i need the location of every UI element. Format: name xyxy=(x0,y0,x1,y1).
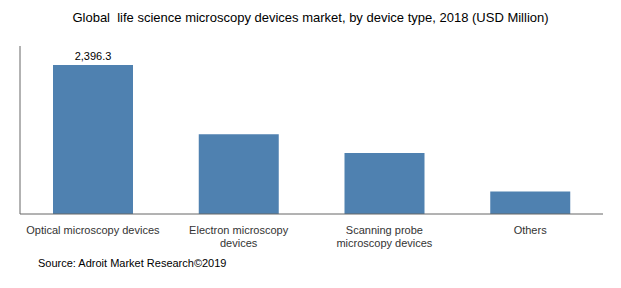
svg-text:Optical microscopy devices: Optical microscopy devices xyxy=(26,224,160,236)
html-text:Global life science microscopy: Global life science microscopy devices m… xyxy=(72,10,549,25)
svg-text:Electron microscopydevices: Electron microscopydevices xyxy=(189,224,289,249)
html-text:Source: Adroit Market Research: Source: Adroit Market Research©2019 xyxy=(38,257,227,269)
svg-text:Others: Others xyxy=(514,224,548,236)
svg-text:2,396.3: 2,396.3 xyxy=(75,50,112,62)
svg-text:Scanning probemicroscopy devic: Scanning probemicroscopy devices xyxy=(336,224,432,249)
